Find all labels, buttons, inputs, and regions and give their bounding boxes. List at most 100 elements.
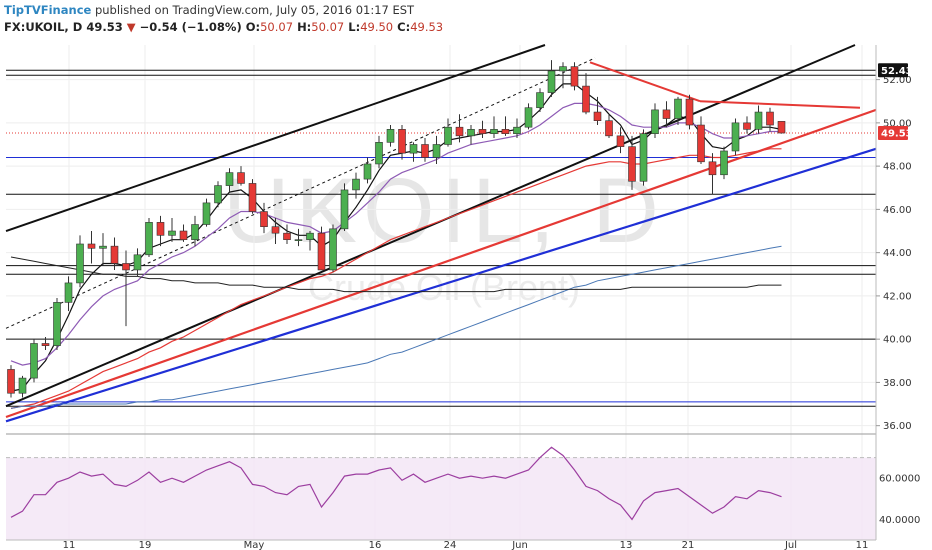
candle-57 (662, 101, 671, 128)
candle-body (708, 161, 717, 176)
candle-30 (352, 172, 360, 199)
candle-1 (18, 375, 27, 398)
candle-7 (87, 231, 96, 264)
candle-body (547, 70, 556, 93)
x-tick-label: Jul (784, 540, 797, 550)
candle-60 (697, 116, 705, 164)
candle-body (30, 343, 38, 379)
rsi-line (10, 446, 782, 521)
candle-body (375, 142, 383, 165)
candle-39 (455, 114, 464, 143)
candle-19 (225, 168, 234, 193)
candle-55 (639, 129, 648, 186)
candle-body (294, 239, 303, 241)
y-tick-label: 50.00 (883, 118, 912, 129)
rsi-band (6, 457, 876, 540)
candle-8 (99, 233, 107, 266)
price-change: −0.54 (−1.08%) (139, 20, 242, 34)
x-tick-label: 13 (620, 540, 633, 550)
candle-body (87, 243, 96, 249)
y-tick-label: 44.00 (883, 248, 912, 259)
candle-body (317, 232, 326, 271)
candle-42 (490, 116, 498, 139)
high-label: H: (297, 20, 312, 34)
rsi-tick-label: 40.0000 (879, 515, 920, 526)
candle-body (110, 245, 119, 264)
rsi-pane (6, 433, 876, 541)
candle-13 (156, 215, 165, 247)
candle-body (179, 230, 188, 240)
y-tick-label: 36.00 (883, 421, 912, 432)
candle-body (271, 226, 280, 234)
candle-body (340, 189, 349, 230)
candle-body (731, 122, 740, 152)
candles (7, 60, 786, 398)
x-tick-label: Jun (511, 540, 528, 550)
candle-56 (651, 103, 659, 139)
y-tick-label: 40.00 (883, 335, 912, 346)
candle-body (766, 111, 774, 126)
candle-body (536, 92, 544, 109)
last-price: 49.53 (86, 20, 123, 34)
candle-24 (283, 224, 291, 244)
header-line-2: FX:UKOIL, D 49.53 ▼ −0.54 (−1.08%) O:50.… (4, 19, 443, 36)
candle-body (76, 243, 84, 284)
candle-6 (76, 235, 84, 288)
candle-63 (731, 118, 740, 156)
candle-29 (340, 183, 349, 232)
candle-body (156, 222, 165, 236)
candle-body (64, 282, 73, 303)
candle-65 (754, 105, 763, 134)
candle-54 (628, 135, 636, 190)
candle-66 (766, 107, 774, 132)
candle-body (639, 133, 648, 182)
candle-body (202, 202, 211, 225)
candle-48 (559, 62, 567, 89)
candle-body (260, 211, 268, 227)
candle-18 (214, 181, 222, 208)
candle-body (570, 66, 579, 87)
price-tag: 49.53 (881, 129, 913, 140)
candle-body (743, 122, 751, 130)
moving-average-4 (10, 256, 782, 293)
x-tick-label: 24 (444, 540, 457, 550)
candle-body (651, 109, 659, 134)
axes: 36.00 38.00 40.00 42.00 44.00 46.00 48.00 50.00… (6, 45, 932, 550)
x-tick-label: 11 (63, 540, 76, 550)
candle-body (685, 98, 694, 126)
candle-22 (260, 202, 268, 234)
candle-body (145, 222, 153, 256)
channel-upper-line (5, 44, 546, 232)
red-trendline (5, 108, 877, 419)
moving-average-2 (10, 148, 782, 409)
y-tick-label: 38.00 (883, 378, 912, 389)
close-value: 49.53 (410, 20, 444, 34)
candle-45 (524, 103, 533, 130)
chart-header: TipTVFinance published on TradingView.co… (4, 2, 443, 36)
candle-5 (64, 276, 73, 312)
candle-body (467, 129, 475, 137)
candle-body (501, 129, 510, 134)
y-tick-label: 48.00 (883, 162, 912, 173)
watermark-symbol: UKOIL, D (223, 160, 665, 262)
publisher-name[interactable]: TipTVFinance (4, 3, 92, 17)
candle-61 (708, 153, 717, 195)
candle-47 (547, 60, 556, 97)
candle-35 (409, 142, 418, 162)
candle-body (674, 98, 682, 119)
rsi-tick-label: 60.0000 (879, 474, 920, 485)
candle-body (432, 144, 441, 158)
x-tick-label: May (244, 540, 265, 550)
candle-body (191, 224, 199, 240)
candle-50 (582, 73, 590, 115)
header-line-1: TipTVFinance published on TradingView.co… (4, 2, 443, 19)
x-tick-label: 21 (682, 540, 695, 550)
candle-body (53, 302, 61, 346)
candle-53 (616, 127, 625, 154)
triangle-top-line (699, 100, 861, 109)
candle-body (605, 120, 613, 137)
candle-body (363, 163, 372, 180)
candle-body (559, 66, 567, 72)
candle-26 (306, 231, 314, 251)
